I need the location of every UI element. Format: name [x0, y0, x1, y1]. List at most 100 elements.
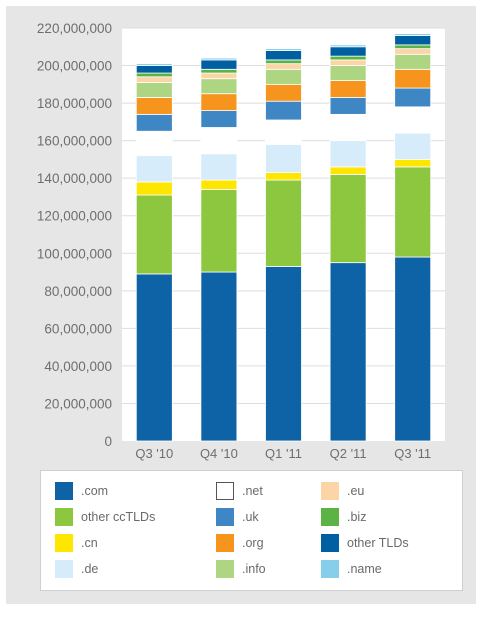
legend-swatch	[55, 560, 73, 578]
legend-item: .biz	[321, 507, 366, 527]
bar-segment	[394, 106, 432, 134]
bar-segment	[265, 143, 302, 173]
x-tick-label: Q3 '11	[394, 446, 431, 461]
bar-segment	[265, 119, 302, 145]
legend-label: .net	[242, 484, 263, 498]
bar-segment	[265, 68, 302, 85]
bar-segment	[394, 159, 432, 168]
legend-swatch	[216, 508, 234, 526]
x-tick-label: Q1 '11	[265, 446, 302, 461]
bar-segment	[135, 181, 173, 196]
bar-segment	[329, 166, 367, 175]
bar-segment	[394, 35, 432, 46]
bar-segment	[200, 271, 238, 442]
bar-segment	[265, 179, 302, 267]
legend-label: .name	[347, 562, 382, 576]
legend-item: .eu	[321, 481, 364, 501]
legend-swatch	[55, 508, 73, 526]
bar-segment	[200, 179, 238, 190]
bar-stacks	[135, 33, 432, 442]
bar-segment	[135, 194, 173, 275]
legend-item: .name	[321, 559, 382, 579]
bar-segment	[200, 110, 238, 128]
y-tick-label: 160,000,000	[37, 134, 112, 149]
legend-label: .com	[81, 484, 109, 498]
bar-segment	[135, 82, 173, 98]
legend-swatch	[321, 508, 339, 526]
bar-segment	[200, 153, 238, 181]
bar-segment	[329, 140, 367, 168]
bar-segment	[200, 93, 238, 111]
bar-segment	[394, 132, 432, 160]
bar-segment	[135, 65, 173, 74]
bar-segment	[394, 48, 432, 55]
y-tick-label: 100,000,000	[37, 246, 112, 261]
bar-segment	[265, 48, 302, 51]
bar-segment	[265, 63, 302, 70]
y-tick-label: 180,000,000	[37, 96, 112, 111]
bar-segment	[200, 57, 238, 61]
legend-item: .info	[216, 559, 266, 579]
legend-swatch	[321, 534, 339, 552]
legend-item: .org	[216, 533, 264, 553]
legend-label: .cn	[81, 536, 98, 550]
x-tick-label: Q4 '10	[200, 446, 238, 461]
legend-label: .org	[242, 536, 264, 550]
legend-swatch	[321, 560, 339, 578]
y-tick-label: 220,000,000	[37, 21, 112, 36]
bar-segment	[200, 127, 238, 155]
bar-segment	[135, 63, 173, 66]
bar-segment	[265, 266, 302, 442]
y-axis-tick-labels: 0 20,000,000 40,000,000 60,000,000 80,000,00…	[37, 21, 112, 449]
y-tick-label: 120,000,000	[37, 209, 112, 224]
bar-segment	[200, 72, 238, 80]
legend-label: other ccTLDs	[81, 510, 156, 524]
bar-segment	[135, 76, 173, 83]
legend-swatch	[321, 482, 339, 500]
bar-segment	[329, 174, 367, 264]
legend: .com other ccTLDs .cn .de .net .uk .org .info .e…	[40, 470, 463, 591]
legend-label: .biz	[347, 510, 367, 524]
bar-segment	[329, 59, 367, 66]
bar-segment	[394, 256, 432, 442]
bar-segment	[200, 78, 238, 95]
bar-segment	[200, 59, 238, 70]
bar-segment	[329, 262, 367, 442]
bar-segment	[394, 53, 432, 70]
legend-swatch	[216, 534, 234, 552]
bar-segment	[329, 55, 367, 61]
y-tick-label: 140,000,000	[37, 171, 112, 186]
bar-segment	[135, 97, 173, 115]
bar-segment	[329, 65, 367, 81]
bar-segment	[394, 33, 432, 36]
y-tick-label: 0	[104, 434, 112, 449]
bar-segment	[200, 68, 238, 74]
bar-segment	[135, 130, 173, 157]
bar-segment	[135, 113, 173, 132]
bar-segment	[329, 80, 367, 98]
legend-item: .uk	[216, 507, 259, 527]
bar-segment	[329, 46, 367, 57]
bar-segment	[329, 97, 367, 115]
legend-label: .uk	[242, 510, 259, 524]
bar-segment	[394, 166, 432, 258]
stacked-bar-chart: 0 20,000,000 40,000,000 60,000,000 80,000,00…	[37, 21, 445, 461]
bar-segment	[135, 273, 173, 442]
legend-label: .info	[242, 562, 266, 576]
legend-item: .com	[55, 481, 108, 501]
legend-swatch	[216, 560, 234, 578]
y-tick-label: 20,000,000	[44, 396, 112, 411]
legend-item: .de	[55, 559, 98, 579]
bar-segment	[394, 87, 432, 108]
bar-segment	[135, 155, 173, 183]
legend-item: .net	[216, 481, 263, 501]
bar-segment	[200, 189, 238, 273]
bar-segment	[329, 44, 367, 48]
x-tick-label: Q2 '11	[330, 446, 367, 461]
x-axis-tick-labels: Q3 '10 Q4 '10 Q1 '11 Q2 '11 Q3 '11	[135, 446, 431, 461]
legend-item: other TLDs	[321, 533, 409, 553]
y-tick-label: 80,000,000	[44, 284, 112, 299]
legend-swatch	[216, 482, 234, 500]
bar-segment	[394, 44, 432, 50]
bar-segment	[265, 83, 302, 102]
